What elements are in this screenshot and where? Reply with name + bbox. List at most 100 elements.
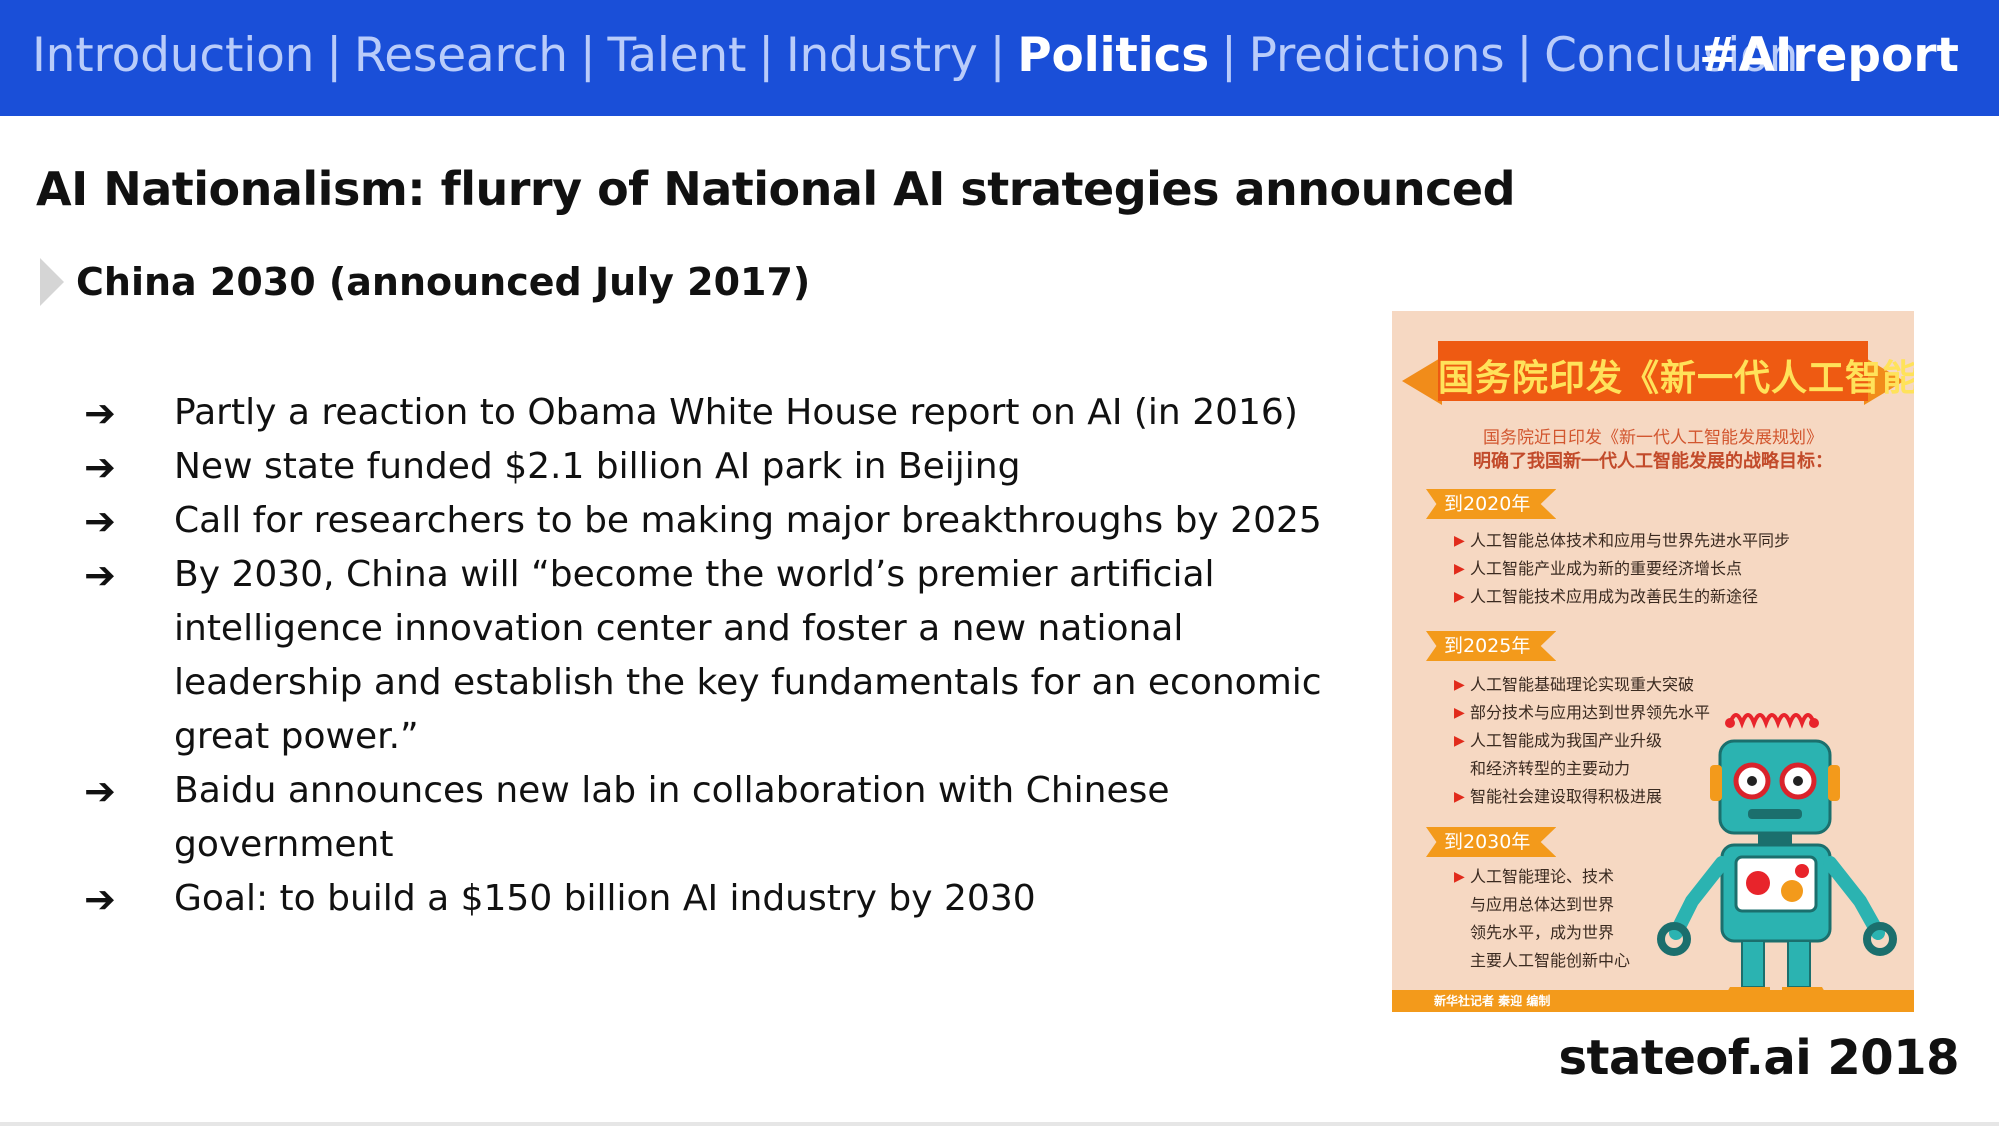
robot-antenna-coil	[1725, 713, 1819, 729]
bullet-list: ➔ Partly a reaction to Obama White House …	[84, 386, 1354, 926]
poster-item-text: 人工智能理论、技术	[1470, 867, 1615, 886]
poster-list-item: 领先水平，成为世界	[1454, 919, 1630, 947]
section-nav: Introduction | Research | Talent | Industry | Po…	[32, 28, 1798, 83]
poster-credit-bar: 新华社记者 秦迎 编制	[1392, 990, 1914, 1012]
poster-item-text: 主要人工智能创新中心	[1470, 951, 1631, 970]
poster-list-item: ▶ 人工智能总体技术和应用与世界先进水平同步	[1454, 527, 1790, 555]
bullet-text: Baidu announces new lab in collaboration…	[174, 770, 1170, 865]
poster-item-text: 与应用总体达到世界	[1470, 895, 1615, 914]
poster-intro-line-bold: 明确了我国新一代人工智能发展的战略目标：	[1473, 451, 1833, 472]
poster-item-text: 人工智能技术应用成为改善民生的新途径	[1470, 587, 1759, 606]
robot-ear-left	[1710, 765, 1722, 801]
arrow-icon: ➔	[84, 445, 116, 489]
year-tag-2025: 到2025年	[1426, 631, 1557, 661]
bullet-text: Partly a reaction to Obama White House r…	[174, 392, 1298, 433]
arrow-icon: ➔	[84, 877, 116, 921]
poster-intro-line: 国务院近日印发《新一代人工智能发展规划》	[1483, 428, 1823, 448]
red-triangle-icon: ▶	[1454, 533, 1465, 549]
nav-item-conclusion[interactable]: Conclusion	[1544, 28, 1799, 83]
robot-arm-left	[1669, 856, 1729, 940]
slide-title: AI Nationalism: flurry of National AI st…	[36, 162, 1516, 216]
subheading-text: China 2030 (announced July 2017)	[76, 260, 811, 304]
nav-item-introduction[interactable]: Introduction	[32, 28, 315, 83]
nav-item-talent[interactable]: Talent	[607, 28, 747, 83]
banner-ribbon-left	[1402, 357, 1442, 405]
bullet-item: ➔ Partly a reaction to Obama White House …	[84, 386, 1354, 440]
hashtag-label: #AIreport	[1699, 28, 1959, 83]
bullet-item: ➔ By 2030, China will “become the world’s…	[84, 548, 1354, 764]
robot-leg-right	[1787, 940, 1811, 988]
bullet-item: ➔ Baidu announces new lab in collaboratio…	[84, 764, 1354, 872]
gear-icon	[1795, 864, 1809, 878]
nav-item-research[interactable]: Research	[353, 28, 568, 83]
poster-list-item: ▶ 人工智能成为我国产业升级	[1454, 727, 1710, 755]
year-tag-2020: 到2020年	[1426, 489, 1557, 519]
red-triangle-icon: ▶	[1454, 561, 1465, 577]
bottom-divider	[0, 1122, 1999, 1126]
robot-neck	[1758, 833, 1792, 845]
nav-separator: |	[326, 28, 342, 83]
robot-leg-left	[1741, 940, 1765, 988]
poster-list-2030: ▶ 人工智能理论、技术 与应用总体达到世界 领先水平，成为世界 主要人工智能创新中…	[1454, 863, 1630, 975]
poster-list-item: ▶ 部分技术与应用达到世界领先水平	[1454, 699, 1710, 727]
banner-ribbon-right	[1864, 357, 1904, 405]
robot-ear-right	[1828, 765, 1840, 801]
poster-list-item: ▶ 人工智能理论、技术	[1454, 863, 1630, 891]
gear-icon	[1746, 871, 1770, 895]
poster-item-text: 人工智能产业成为新的重要经济增长点	[1470, 559, 1743, 578]
top-nav-bar: Introduction | Research | Talent | Industry | Po…	[0, 0, 1999, 116]
nav-item-politics[interactable]: Politics	[1017, 28, 1210, 83]
robot-claw-left	[1657, 922, 1691, 956]
footer-brand: stateof.ai 2018	[1558, 1030, 1959, 1086]
nav-separator: |	[1516, 28, 1533, 83]
poster-list-item: 与应用总体达到世界	[1454, 891, 1630, 919]
nav-item-predictions[interactable]: Predictions	[1248, 28, 1505, 83]
poster-list-item: 主要人工智能创新中心	[1454, 947, 1630, 975]
bullet-item: ➔ Call for researchers to be making major…	[84, 494, 1354, 548]
arrow-icon: ➔	[84, 391, 116, 435]
robot-claw-right	[1863, 922, 1897, 956]
poster-item-text: 和经济转型的主要动力	[1470, 759, 1631, 778]
poster-item-text: 部分技术与应用达到世界领先水平	[1470, 703, 1711, 722]
poster-item-text: 人工智能总体技术和应用与世界先进水平同步	[1470, 531, 1791, 550]
nav-separator: |	[989, 28, 1006, 83]
china-ai-plan-poster: 国务院印发《新一代人工智能发展规划》 国务院近日印发《新一代人工智能发展规划》 …	[1392, 311, 1914, 1012]
poster-list-2020: ▶ 人工智能总体技术和应用与世界先进水平同步 ▶ 人工智能产业成为新的重要经济增长点…	[1454, 527, 1790, 611]
poster-list-item: ▶ 人工智能产业成为新的重要经济增长点	[1454, 555, 1790, 583]
bullet-text: By 2030, China will “become the world’s …	[174, 554, 1322, 757]
nav-separator: |	[579, 28, 596, 83]
arrow-icon: ➔	[84, 553, 116, 597]
red-triangle-icon: ▶	[1454, 677, 1465, 693]
poster-title: 国务院印发《新一代人工智能发展规划》	[1438, 358, 1914, 399]
triangle-bullet-icon	[40, 258, 64, 306]
red-triangle-icon: ▶	[1454, 705, 1465, 721]
arrow-icon: ➔	[84, 769, 116, 813]
poster-list-item: ▶ 智能社会建设取得积极进展	[1454, 783, 1710, 811]
red-triangle-icon: ▶	[1454, 589, 1465, 605]
arrow-icon: ➔	[84, 499, 116, 543]
bullet-text: Call for researchers to be making major …	[174, 500, 1322, 541]
bullet-item: ➔ New state funded $2.1 billion AI park i…	[84, 440, 1354, 494]
year-tag-2030: 到2030年	[1426, 827, 1557, 857]
robot-arm-right	[1823, 856, 1885, 940]
poster-banner	[1438, 341, 1868, 401]
poster-list-item: 和经济转型的主要动力	[1454, 755, 1710, 783]
poster-list-item: ▶ 人工智能基础理论实现重大突破	[1454, 671, 1710, 699]
nav-separator: |	[758, 28, 774, 83]
bullet-text: Goal: to build a $150 billion AI industr…	[174, 878, 1036, 919]
bullet-text: New state funded $2.1 billion AI park in…	[174, 446, 1021, 487]
robot-illustration	[1657, 713, 1897, 1001]
red-triangle-icon: ▶	[1454, 733, 1465, 749]
nav-item-industry[interactable]: Industry	[785, 28, 978, 83]
poster-item-text: 人工智能成为我国产业升级	[1470, 731, 1663, 750]
poster-credit: 新华社记者 秦迎 编制	[1434, 994, 1551, 1008]
poster-item-text: 领先水平，成为世界	[1470, 923, 1615, 942]
nav-separator: |	[1221, 28, 1237, 83]
red-triangle-icon: ▶	[1454, 869, 1465, 885]
poster-item-text: 人工智能基础理论实现重大突破	[1470, 675, 1695, 694]
poster-list-2025: ▶ 人工智能基础理论实现重大突破 ▶ 部分技术与应用达到世界领先水平 ▶ 人工智能成为…	[1454, 671, 1710, 811]
red-triangle-icon: ▶	[1454, 789, 1465, 805]
gear-icon	[1781, 880, 1803, 902]
poster-list-item: ▶ 人工智能技术应用成为改善民生的新途径	[1454, 583, 1790, 611]
poster-item-text: 智能社会建设取得积极进展	[1470, 787, 1663, 806]
